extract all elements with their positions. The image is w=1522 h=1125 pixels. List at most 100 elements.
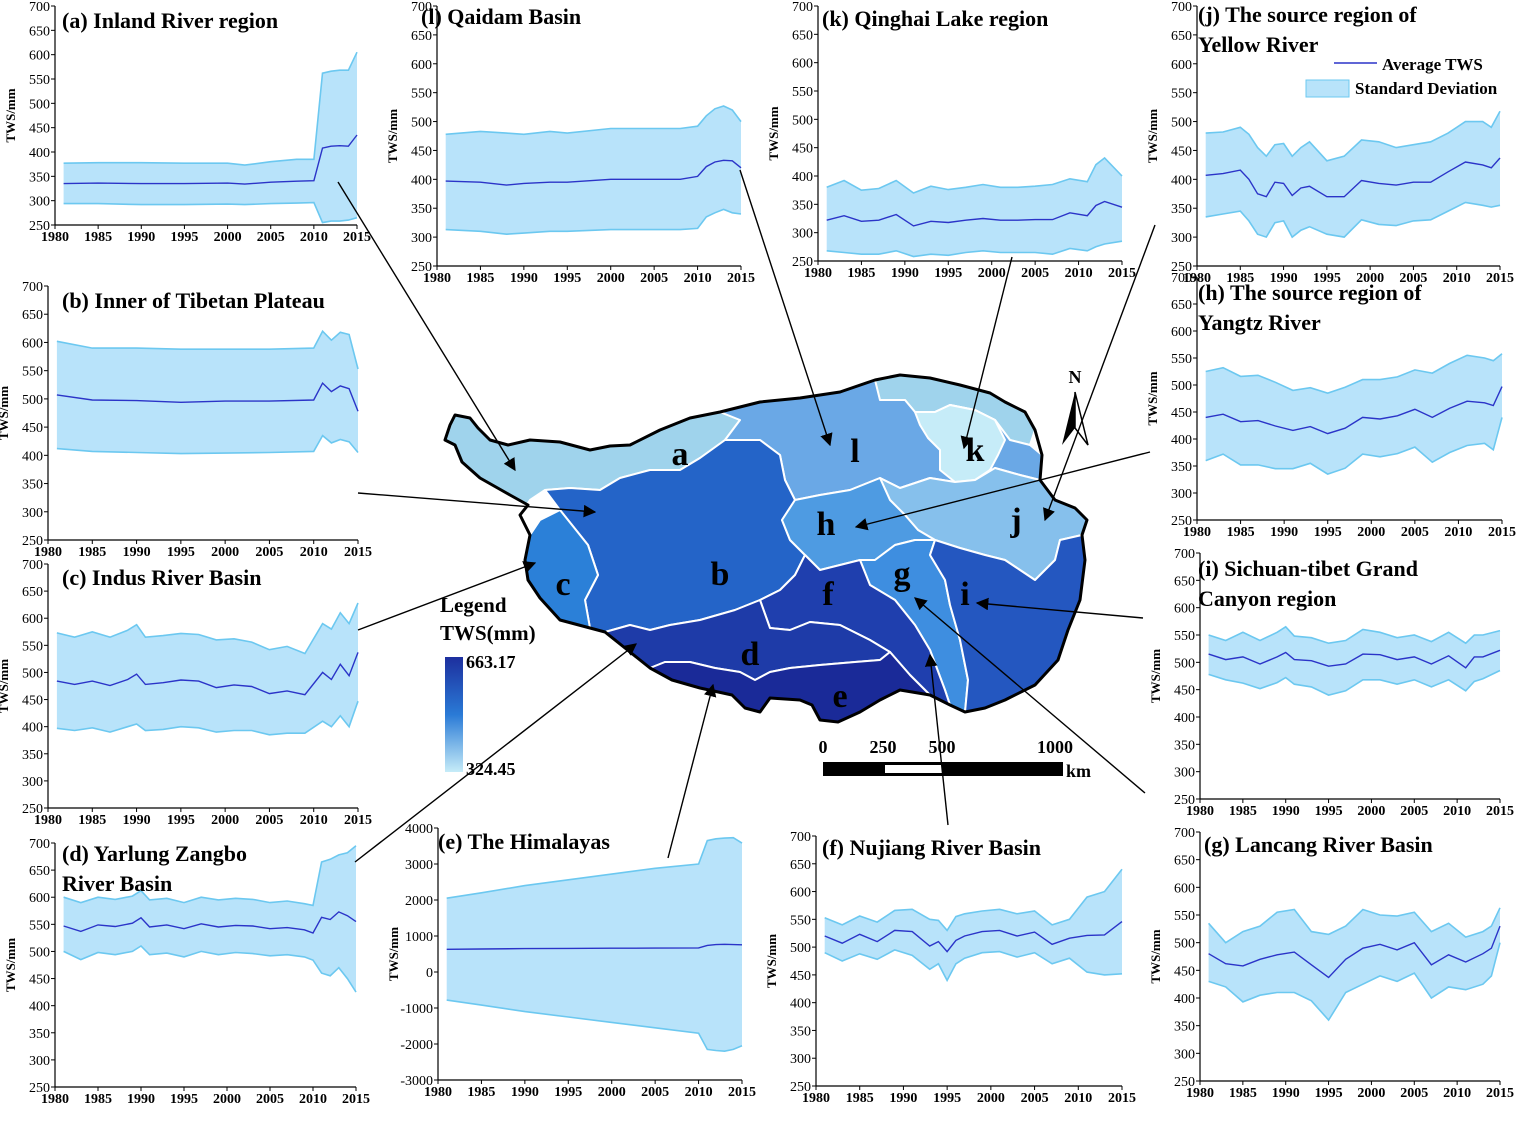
scale-label: 1000 [1037,737,1073,757]
chart-e-y-tick-label: 1000 [405,930,433,945]
chart-d-y-tick-label: 450 [29,973,50,988]
chart-b-x-tick-label: 2010 [300,545,328,560]
chart-c-x-tick-label: 1985 [78,813,106,828]
chart-g-y-tick-label: 550 [1174,909,1195,924]
chart-i-upper-edge [1208,625,1501,645]
chart-a-lower-edge [63,201,358,224]
chart-b-y-tick-label: 600 [22,336,43,351]
scale-label: 500 [929,737,956,757]
chart-b-y-tick-label: 300 [22,506,43,521]
chart-d-x-tick-label: 1995 [170,1092,198,1107]
chart-e-svg: -3000 -2000 -1000 0 1000 2000 3000 4000 1980 1985… [386,822,756,1100]
legend-std-label: Standard Deviation [1355,79,1498,98]
chart-j-average-line [1205,157,1501,198]
chart-b-y-tick-label: 500 [22,393,43,408]
chart-e-y-tick-label: -2000 [400,1038,433,1053]
chart-f-y-tick-label: 650 [790,858,811,873]
chart-i-x-tick-label: 2005 [1400,804,1428,819]
chart-j-y-tick-label: 550 [1171,87,1192,102]
chart-c-x-tick-label: 2005 [255,813,283,828]
map-label-f: f [822,576,834,613]
chart-d-y-tick-label: 700 [29,837,50,852]
chart-l-x-tick-label: 2000 [597,271,625,286]
chart-j-y-tick-label: 400 [1171,173,1192,188]
north-label: N [1069,367,1082,387]
legend-average-label: Average TWS [1382,55,1483,74]
chart-h-y-tick-label: 450 [1171,406,1192,421]
chart-a-x-tick-label: 2010 [300,230,328,245]
chart-b-y-label: TWS/mm [0,386,11,440]
chart-g-y-tick-label: 300 [1174,1047,1195,1062]
chart-k-upper-edge [826,156,1123,194]
chart-e-average-line [446,943,743,950]
chart-k-x-tick-label: 1990 [891,266,919,281]
chart-a-y-tick-label: 250 [29,219,50,234]
chart-h-x-tick-label: 2010 [1444,525,1472,540]
chart-f-x-tick-label: 2005 [1021,1091,1049,1106]
chart-k-y-tick-label: 350 [792,198,813,213]
chart-l-x-tick-label: 2015 [727,271,755,286]
chart-a-y-label: TWS/mm [3,88,18,142]
chart-a-svg: 250 300 350 400 450 500 550 600 650 700 1980 1985 19… [3,0,371,245]
chart-i-x-tick-label: 2010 [1443,804,1471,819]
chart-a-y-tick-label: 350 [29,170,50,185]
chart-panel-h: 250 300 350 400 450 500 550 600 650 700 1980 1985 19… [1142,271,1522,545]
chart-g-x-tick-label: 2010 [1443,1086,1471,1101]
chart-a-title: (a) Inland River region [62,8,278,33]
chart-j-y-tick-label: 700 [1171,0,1192,15]
chart-c-upper-edge [56,602,359,655]
chart-d-x-tick-label: 2000 [213,1092,241,1107]
chart-e-y-tick-label: 0 [426,966,433,981]
chart-h-x-tick-label: 1980 [1183,525,1211,540]
chart-l-y-tick-label: 400 [411,173,432,188]
chart-c-y-tick-label: 700 [22,558,43,573]
chart-e-x-tick-label: 2010 [685,1085,713,1100]
chart-j-x-tick-label: 2005 [1399,271,1427,286]
chart-h-x-tick-label: 2005 [1401,525,1429,540]
chart-d-y-tick-label: 500 [29,945,50,960]
chart-j-y-tick-label: 650 [1171,29,1192,44]
chart-g-y-tick-label: 600 [1174,881,1195,896]
chart-panel-j: 250 300 350 400 450 500 550 600 650 700 1980 1985 19… [1142,0,1522,286]
chart-l-x-tick-label: 1985 [466,271,494,286]
map-label-a: a [672,436,689,473]
map-label-d: d [741,636,760,673]
chart-d-y-tick-label: 300 [29,1054,50,1069]
chart-l-y-tick-label: 300 [411,231,432,246]
map-legend-unit: TWS(mm) [440,621,536,645]
chart-l-x-tick-label: 2005 [640,271,668,286]
map-label-i: i [960,576,969,613]
north-arrow-left-half [1062,392,1075,445]
chart-f-y-tick-label: 550 [790,913,811,928]
chart-k-y-tick-label: 600 [792,57,813,72]
chart-f-x-tick-label: 2010 [1064,1091,1092,1106]
chart-c-y-tick-label: 300 [22,775,43,790]
chart-e-upper-edge [446,836,743,899]
chart-d-x-tick-label: 1985 [84,1092,112,1107]
chart-c-x-tick-label: 2010 [300,813,328,828]
chart-g-y-tick-label: 400 [1174,992,1195,1007]
chart-f-x-tick-label: 2015 [1108,1091,1136,1106]
chart-c-y-tick-label: 450 [22,694,43,709]
chart-a-y-tick-label: 700 [29,0,50,15]
chart-l-y-tick-label: 350 [411,202,432,217]
chart-f-y-tick-label: 600 [790,886,811,901]
chart-c-y-label: TWS/mm [0,659,11,713]
chart-a-x-tick-label: 2000 [214,230,242,245]
chart-j-y-tick-label: 350 [1171,202,1192,217]
chart-d-title: (d) Yarlung Zangbo [62,841,247,866]
chart-e-x-tick-label: 1980 [424,1085,452,1100]
chart-h-x-tick-label: 2015 [1488,525,1516,540]
chart-a-x-tick-label: 1995 [170,230,198,245]
chart-h-x-tick-label: 1985 [1227,525,1255,540]
chart-g-y-tick-label: 700 [1174,826,1195,841]
chart-j-title: (j) The source region of [1198,2,1417,27]
chart-l-x-tick-label: 1995 [553,271,581,286]
map-label-l: l [850,433,859,470]
map-legend: Legend TWS(mm) 663.17 324.45 [440,593,536,779]
chart-d-y-tick-label: 400 [29,1000,50,1015]
chart-a-std-band [63,52,357,223]
chart-panel-f: 250 300 350 400 450 500 550 600 650 700 1980 1985 19… [760,830,1140,1125]
chart-f-x-tick-label: 1985 [846,1091,874,1106]
chart-h-y-tick-label: 650 [1171,298,1192,313]
